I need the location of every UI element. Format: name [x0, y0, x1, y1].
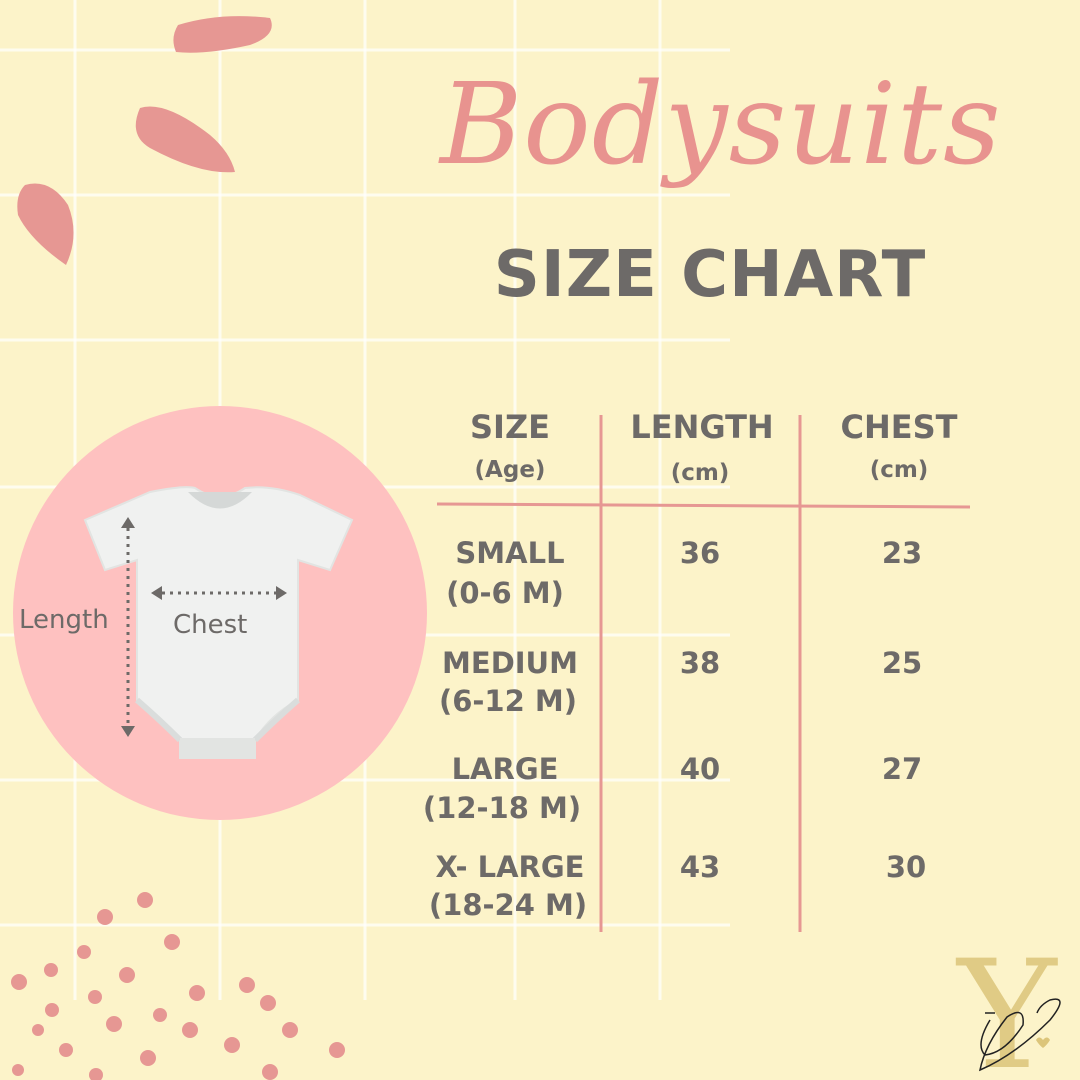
- header-size: SIZE: [469, 408, 550, 446]
- chest-label: Chest: [173, 610, 248, 640]
- size-age: (0-6 M): [446, 576, 564, 610]
- svg-text:Y: Y: [955, 945, 1058, 1080]
- header-size-sub: (Age): [474, 457, 546, 483]
- size-name: X- LARGE: [435, 850, 585, 884]
- length-value: 40: [679, 752, 721, 786]
- brand-logo: Y: [955, 945, 1061, 1080]
- chest-value: 27: [881, 752, 923, 786]
- size-age: (18-24 M): [428, 888, 588, 922]
- page-title: Bodysuits: [440, 60, 1002, 190]
- chest-value: 30: [885, 850, 927, 884]
- size-name: SMALL: [455, 536, 565, 570]
- size-age: (6-12 M): [438, 684, 578, 718]
- dot-decorations: [11, 892, 345, 1080]
- size-name: LARGE: [451, 752, 559, 786]
- petal-decorations: [17, 16, 272, 265]
- size-age: (12-18 M): [422, 791, 582, 825]
- petal: [173, 16, 272, 53]
- chest-value: 23: [881, 536, 923, 570]
- header-length-sub: (cm): [670, 460, 730, 486]
- bodysuit-illustration: [83, 486, 354, 759]
- size-name: MEDIUM: [442, 646, 578, 680]
- length-label: Length: [19, 605, 109, 635]
- petal: [17, 183, 74, 265]
- length-value: 43: [679, 850, 721, 884]
- header-chest: CHEST: [840, 408, 958, 446]
- header-chest-sub: (cm): [869, 457, 929, 483]
- header-length: LENGTH: [630, 408, 774, 446]
- length-value: 36: [679, 536, 721, 570]
- chest-value: 25: [881, 646, 923, 680]
- page-subtitle: SIZE CHART: [493, 238, 927, 312]
- length-value: 38: [679, 646, 721, 680]
- petal: [135, 106, 235, 173]
